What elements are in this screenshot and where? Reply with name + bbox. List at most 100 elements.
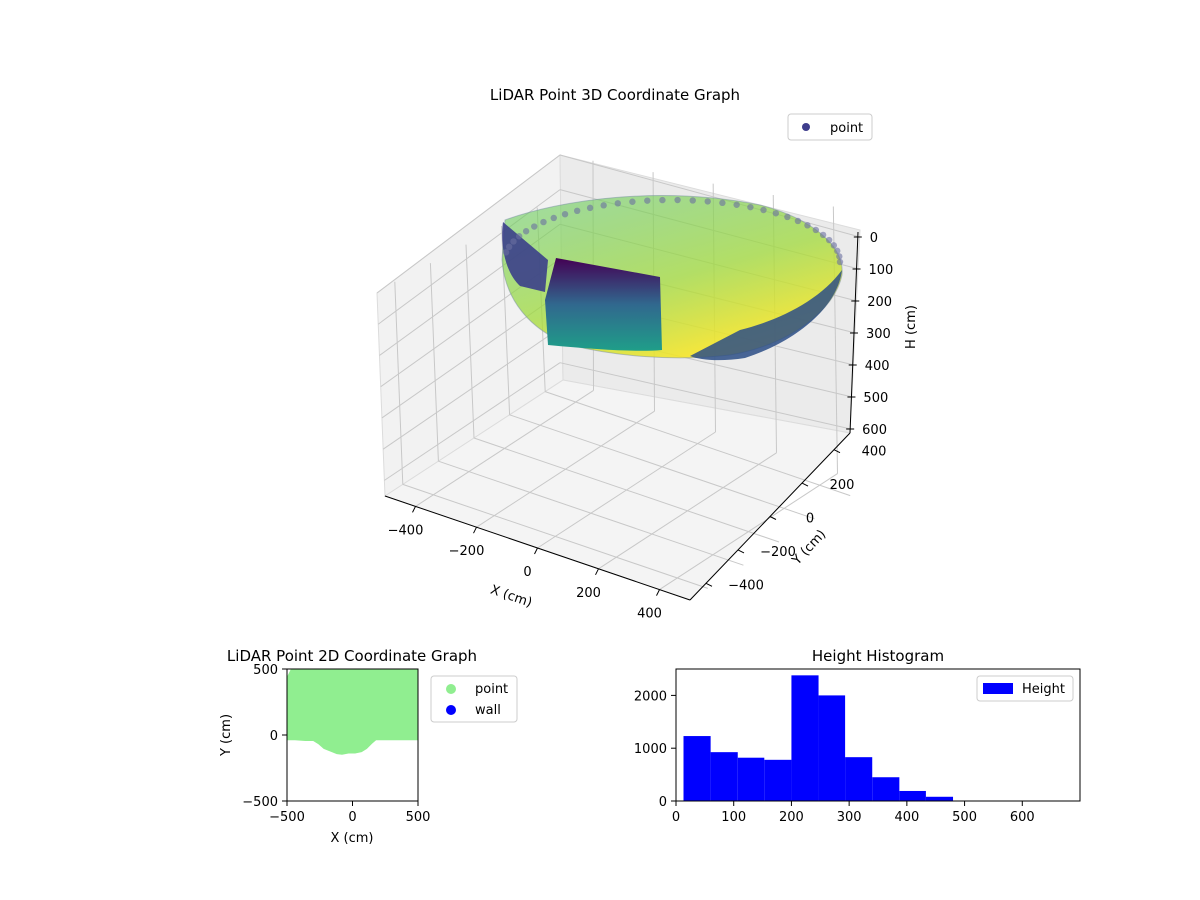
rim-point-5 <box>531 223 538 230</box>
rim-point-13 <box>629 198 636 205</box>
histogram-bar-6 <box>845 757 873 801</box>
histogram-ytick-label-2: 2000 <box>634 689 667 704</box>
rim-point-21 <box>747 203 754 211</box>
histogram-bar-5 <box>818 695 846 801</box>
y-tick-4 <box>833 449 841 454</box>
rim-point-33 <box>836 258 844 266</box>
z-axis-ticks: 0 100 200 300 400 500 600 <box>846 231 893 438</box>
floor-gridline-y-4 <box>545 391 851 497</box>
wall-block <box>545 258 662 351</box>
y-tick-3 <box>801 482 809 487</box>
histogram-xtick-label-4: 400 <box>894 810 919 825</box>
rim-point-29 <box>825 236 833 244</box>
histogram-bar-7 <box>872 777 900 801</box>
plot-2d-ytick-label-2: 500 <box>253 663 278 678</box>
rim-point-27 <box>812 226 820 234</box>
left-gridline-y-0 <box>394 281 404 485</box>
histogram-bar-8 <box>899 790 926 801</box>
point-region <box>287 669 418 755</box>
plot-3d-title: LiDAR Point 3D Coordinate Graph <box>490 86 740 104</box>
rim-point-7 <box>550 214 557 222</box>
plot-3d: LiDAR Point 3D Coordinate Graph <box>376 86 919 622</box>
rim-point-4 <box>522 228 530 235</box>
floor-gridline-y-3 <box>509 414 815 520</box>
rim-point-8 <box>561 210 569 218</box>
rim-point-20 <box>733 201 740 208</box>
x-tick-label-0: −400 <box>388 523 424 538</box>
histogram-xtick-label-5: 500 <box>952 810 977 825</box>
rim-point-17 <box>689 197 696 204</box>
histogram-ytick-label-0: 0 <box>659 795 667 810</box>
rim-point-24 <box>784 213 791 221</box>
z-tick-label-0: 0 <box>870 231 878 246</box>
histogram-xtick-label-2: 200 <box>779 810 804 825</box>
y-tick-label-4: 400 <box>862 445 887 460</box>
rim-point-16 <box>674 196 681 204</box>
back-gridline-z-6 <box>559 362 851 430</box>
rim-point-11 <box>600 202 607 209</box>
legend-box <box>976 675 1074 702</box>
histogram-frame <box>675 668 1081 802</box>
histogram-legend: Height <box>976 675 1074 702</box>
rim-point-9 <box>573 207 581 215</box>
bowl-rim-points <box>502 196 844 266</box>
x-tick-label-3: 200 <box>576 586 601 601</box>
plot-2d-ticks: −500 0 500 −500 0 500 <box>242 663 430 825</box>
plot-2d-title: LiDAR Point 2D Coordinate Graph <box>227 647 477 665</box>
plot-3d-point-cloud <box>501 195 844 361</box>
left-gridline-z-0 <box>376 154 561 294</box>
x-tick-1 <box>473 526 477 534</box>
z-tick-label-3: 300 <box>866 327 891 342</box>
plot-2d-xtick-label-1: 0 <box>348 810 356 825</box>
floor-gridline-y-1 <box>438 460 744 566</box>
plot-2d-ylabel: Y (cm) <box>219 714 234 757</box>
floor-gridline-y-2 <box>473 437 780 543</box>
legend-label-wall: wall <box>475 703 501 718</box>
rim-point-2 <box>510 238 517 245</box>
z-tick-label-6: 600 <box>862 423 887 438</box>
rim-point-23 <box>772 210 780 217</box>
floor-gridline-y-0 <box>402 483 708 589</box>
histogram: Height Histogram 0 100 200 300 400 500 600 0 100… <box>634 647 1081 825</box>
y-tick-1 <box>737 549 745 554</box>
histogram-xtick-label-6: 600 <box>1010 810 1035 825</box>
histogram-ticks: 0 100 200 300 400 500 600 0 1000 2000 <box>634 689 1035 825</box>
back-gridline-z-0 <box>559 154 861 238</box>
histogram-xtick-label-1: 100 <box>721 810 746 825</box>
x-tick-0 <box>412 506 416 513</box>
x-tick-2 <box>534 547 538 555</box>
histogram-bar-9 <box>925 796 954 801</box>
left-gridline-z-5 <box>382 327 561 450</box>
rim-point-0 <box>502 249 510 256</box>
plot-2d: LiDAR Point 2D Coordinate Graph −500 0 500… <box>219 647 518 846</box>
plot-2d-xlabel: X (cm) <box>331 831 374 846</box>
histogram-xtick-label-0: 0 <box>672 810 680 825</box>
x-tick-3 <box>595 568 599 576</box>
left-gridline-z-6 <box>384 362 561 481</box>
x-tick-label-1: −200 <box>449 544 485 559</box>
rim-point-25 <box>794 217 802 225</box>
legend-label-point: point <box>830 121 863 136</box>
legend-label-height: Height <box>1022 682 1065 697</box>
plot-3d-legend: point <box>787 113 873 141</box>
y-tick-2 <box>769 516 777 520</box>
rim-point-32 <box>836 253 843 260</box>
rim-point-22 <box>760 206 767 214</box>
z-tick-label-2: 200 <box>867 295 892 310</box>
y-tick-label-0: −400 <box>728 578 764 593</box>
rim-point-6 <box>540 218 547 226</box>
histogram-xtick-label-3: 300 <box>837 810 862 825</box>
rim-point-31 <box>834 247 841 255</box>
x-axis-ticks: −400 −200 0 200 400 <box>388 506 662 622</box>
x-tick-label-2: 0 <box>523 565 531 580</box>
x-tick-4 <box>656 589 660 596</box>
rim-point-15 <box>659 196 666 204</box>
y-tick-label-2: 0 <box>806 512 814 527</box>
z-tick-label-5: 500 <box>863 391 888 406</box>
rim-point-1 <box>505 243 513 251</box>
plot-2d-ytick-label-1: 0 <box>270 729 278 744</box>
x-tick-label-4: 400 <box>637 607 662 622</box>
rim-point-26 <box>804 222 811 229</box>
y-tick-0 <box>705 582 713 587</box>
